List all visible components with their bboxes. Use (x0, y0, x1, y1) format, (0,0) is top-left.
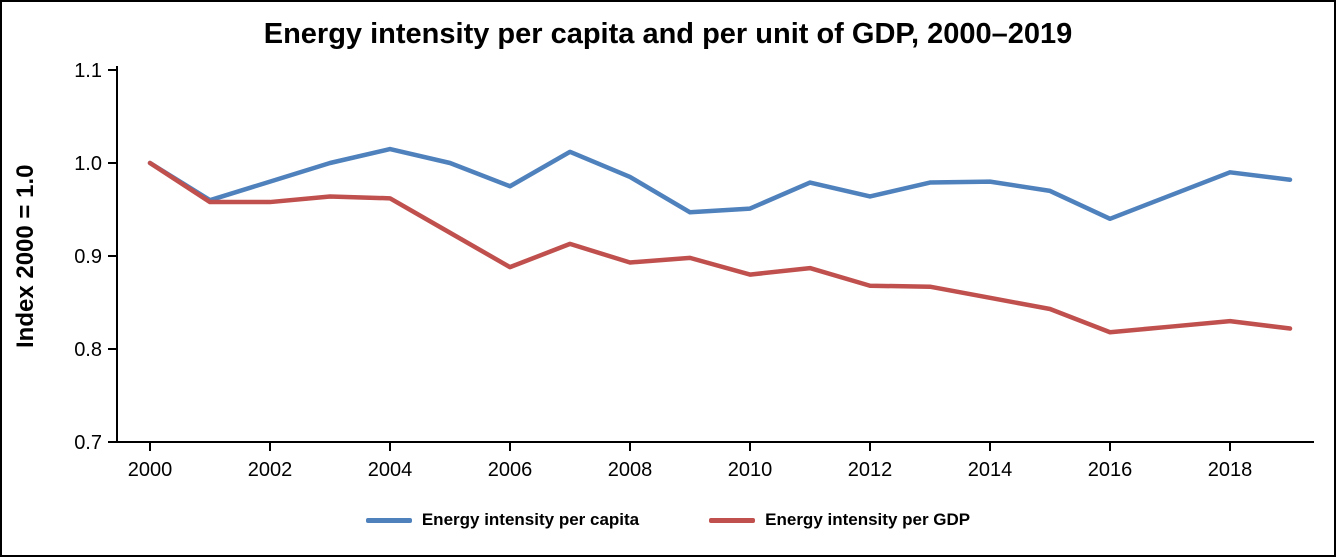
series-line-0 (147, 146, 1293, 222)
x-tick-label: 2004 (368, 459, 413, 481)
legend-item-per-gdp: Energy intensity per GDP (709, 510, 970, 530)
legend-label-per-capita: Energy intensity per capita (421, 510, 640, 529)
series-line-1 (147, 160, 1293, 335)
y-tick-label: 1.0 (74, 153, 102, 175)
legend-line-swatch-per-capita (365, 517, 412, 523)
legend-label-per-gdp: Energy intensity per GDP (765, 510, 971, 529)
chart-legend: Energy intensity per capita Energy inten… (2, 510, 1334, 530)
x-tick-label: 2018 (1208, 459, 1253, 481)
chart-title: Energy intensity per capita and per unit… (263, 18, 1073, 50)
x-tick-label: 2014 (968, 459, 1013, 481)
y-tick-label: 0.9 (74, 246, 102, 268)
y-tick-label: 0.7 (74, 432, 102, 454)
x-tick-label: 2008 (608, 459, 653, 481)
x-tick-label: 2016 (1088, 459, 1133, 481)
legend-line-swatch-per-gdp (709, 517, 756, 523)
x-tick-label: 2006 (488, 459, 533, 481)
legend-item-per-capita: Energy intensity per capita (365, 510, 640, 530)
y-tick-label: 0.8 (74, 339, 102, 361)
y-tick-label: 1.1 (74, 60, 102, 82)
x-tick-label: 2000 (128, 459, 173, 481)
x-tick-label: 2010 (728, 459, 773, 481)
x-tick-label: 2012 (848, 459, 893, 481)
x-tick-label: 2002 (248, 459, 293, 481)
